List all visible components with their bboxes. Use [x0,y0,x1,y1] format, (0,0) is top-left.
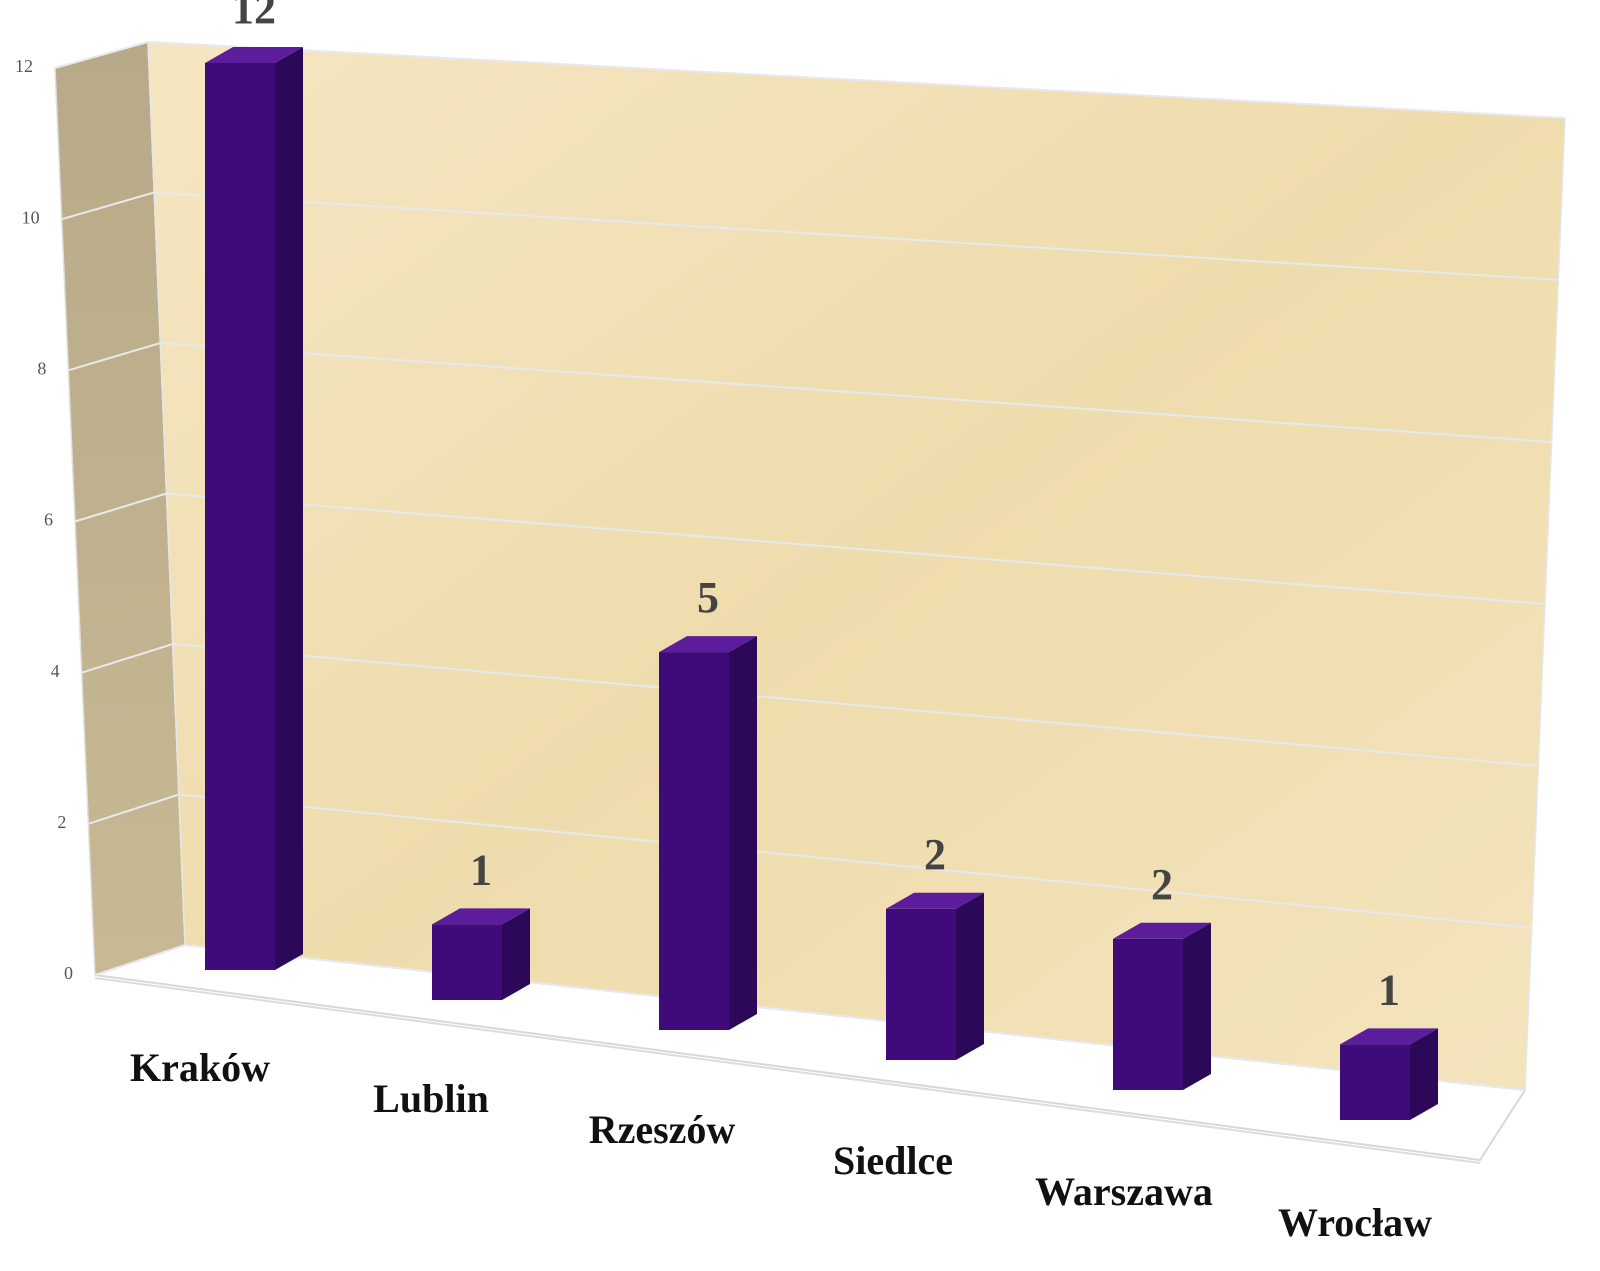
bar-side [1183,922,1211,1090]
bar [432,924,502,1000]
y-tick-label: 8 [37,358,46,378]
y-tick-label: 6 [44,510,53,530]
bar-top [1340,1028,1438,1045]
bar [659,652,729,1030]
bar-side [502,908,530,1000]
bar [1340,1044,1410,1120]
y-tick-label: 12 [15,56,33,76]
value-label: 1 [470,846,492,895]
bar-top [432,908,530,925]
y-tick-label: 4 [51,661,60,681]
value-label: 2 [1151,860,1173,909]
x-tick-label: Rzeszów [589,1107,736,1152]
bar-side [1410,1028,1438,1120]
grid-line [87,793,1532,929]
grid-line [94,943,1526,1091]
grid-line [68,341,1552,443]
grid-line [81,642,1539,767]
grid-line [74,492,1546,605]
bar-top [886,892,984,909]
x-tick-label: Warszawa [1035,1169,1213,1214]
bar-top [659,636,757,653]
x-axis-line [94,977,1481,1164]
bar-side [729,636,757,1030]
x-tick-label: Wrocław [1278,1200,1432,1245]
x-tick-label: Kraków [130,1045,270,1090]
value-label: 5 [697,573,719,622]
y-tick-label: 10 [22,207,40,227]
value-label: 1 [1378,966,1400,1015]
bar [1113,938,1183,1090]
x-tick-label: Siedlce [833,1138,953,1183]
bar-side [275,47,303,970]
bar-top [205,47,303,63]
bar [886,908,956,1060]
back-wall [147,41,1566,1091]
bar-top [1113,922,1211,939]
bar [205,63,275,970]
x-tick-label: Lublin [373,1076,489,1121]
y-tick-label: 0 [64,963,73,983]
value-label: 2 [924,830,946,879]
y-tick-label: 2 [57,812,66,832]
grid-line [54,40,1566,119]
value-label: 12 [232,0,276,33]
bar-side [956,892,984,1060]
grid-line [61,191,1559,281]
